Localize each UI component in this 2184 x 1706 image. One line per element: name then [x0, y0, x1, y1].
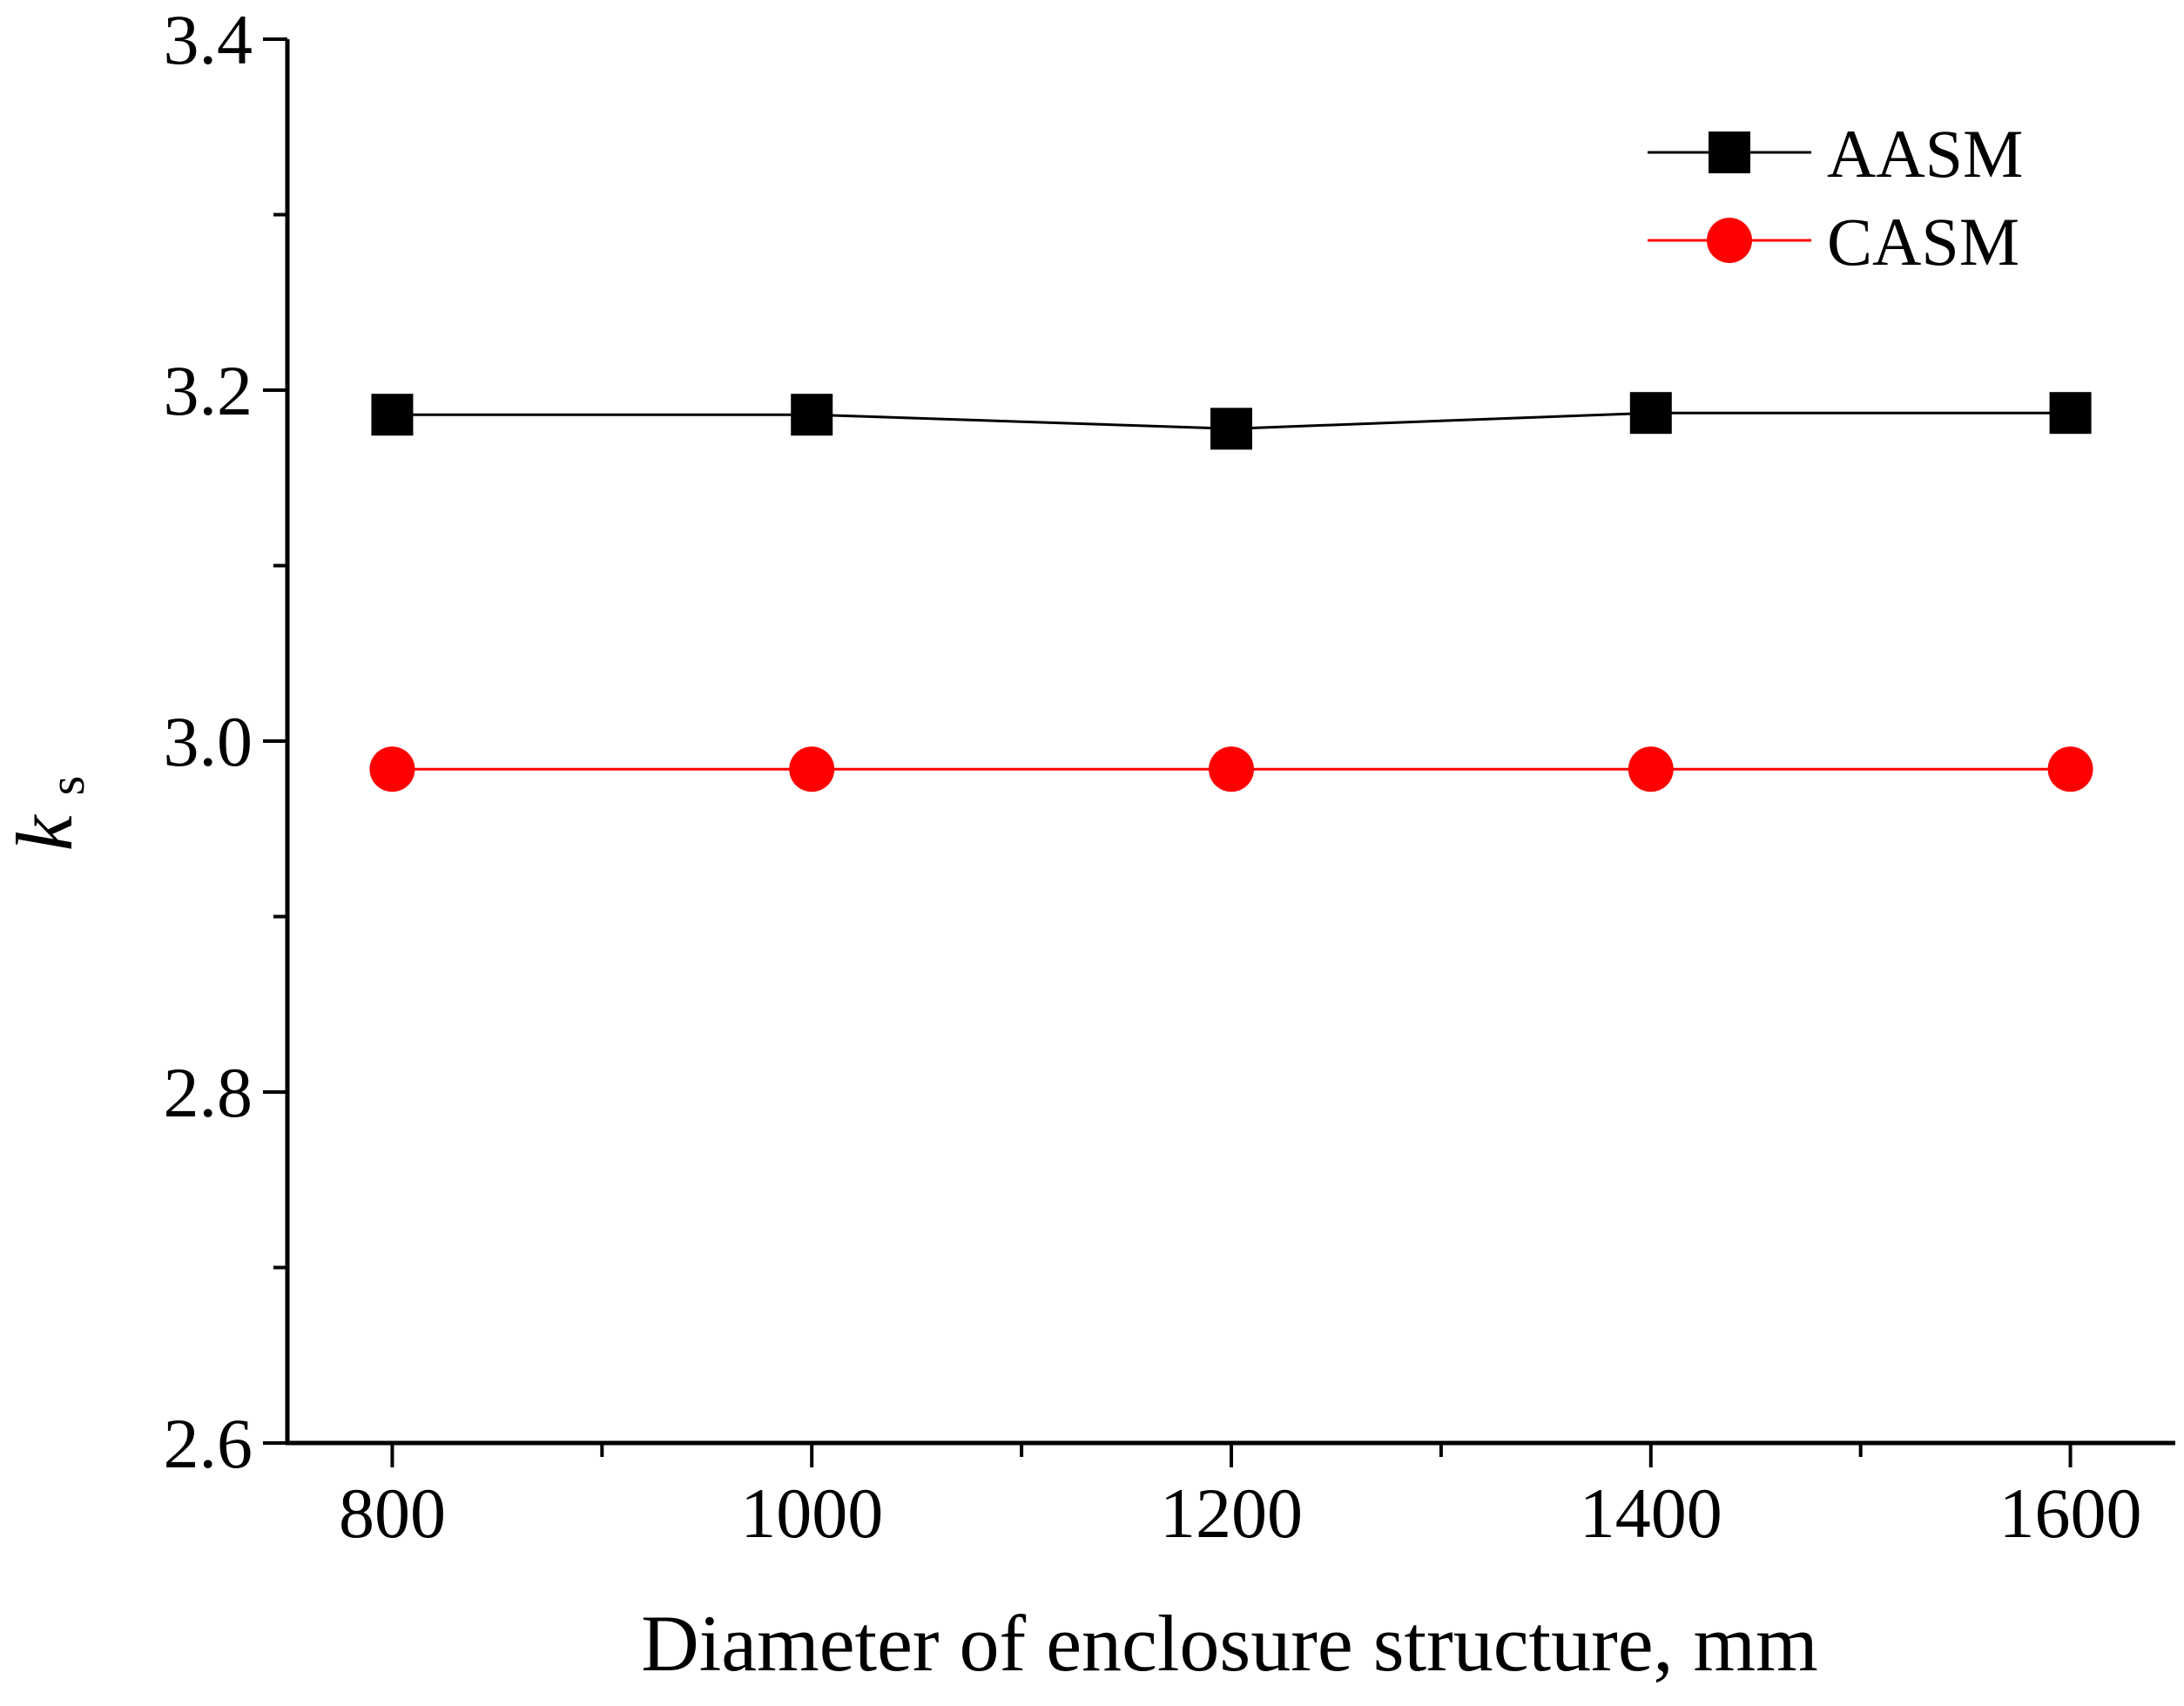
y-axis-title-main: k	[0, 813, 89, 851]
x-ticks: 800 1000 1200 1400 1600	[339, 1443, 2142, 1553]
y-axis-title: k s	[0, 776, 95, 851]
series-aasm	[371, 392, 2092, 450]
legend-label-casm: CASM	[1827, 204, 2019, 280]
data-point-casm	[1209, 746, 1254, 792]
data-point-casm	[1628, 746, 1674, 792]
legend-marker-aasm	[1709, 131, 1750, 173]
legend: AASM CASM	[1648, 116, 2023, 280]
legend-item-aasm: AASM	[1648, 116, 2023, 192]
data-point-casm	[789, 746, 835, 792]
data-point-casm	[2047, 746, 2093, 792]
y-tick-label: 2.6	[164, 1404, 253, 1483]
legend-label-aasm: AASM	[1827, 116, 2023, 192]
data-point-aasm	[1210, 408, 1252, 450]
data-point-aasm	[2049, 392, 2092, 435]
x-tick-label: 1400	[1580, 1473, 1722, 1553]
series-casm	[369, 746, 2093, 792]
x-axis-title: Diameter of enclosure structure, mm	[641, 1599, 1817, 1688]
y-tick-label: 3.4	[164, 0, 253, 79]
x-tick-label: 800	[339, 1473, 446, 1553]
series-layer	[369, 392, 2093, 792]
data-point-aasm	[371, 394, 414, 436]
legend-item-casm: CASM	[1648, 204, 2019, 280]
data-point-aasm	[791, 394, 833, 436]
y-tick-label: 3.2	[164, 351, 253, 430]
data-point-aasm	[1629, 392, 1672, 435]
y-tick-label: 3.0	[164, 702, 253, 781]
data-point-casm	[369, 746, 415, 792]
x-tick-label: 1600	[1999, 1473, 2142, 1553]
x-tick-label: 1000	[740, 1473, 883, 1553]
y-tick-label: 2.8	[164, 1053, 253, 1132]
y-axis-title-sub: s	[38, 776, 95, 796]
x-tick-label: 1200	[1160, 1473, 1303, 1553]
y-ticks: 2.6 2.8 3.0 3.2 3.4	[164, 0, 287, 1483]
legend-marker-casm	[1707, 218, 1752, 263]
